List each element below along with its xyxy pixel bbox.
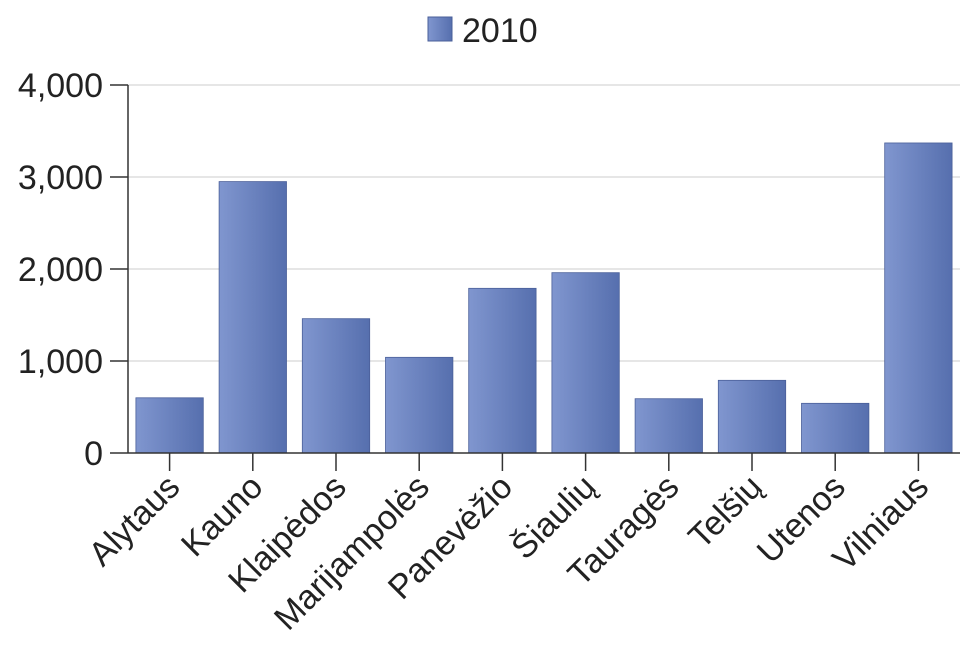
y-tick-label: 0 xyxy=(84,435,103,473)
y-tick-label: 2,000 xyxy=(18,251,103,289)
x-tick-label: Alytaus xyxy=(82,468,188,574)
bar-telšių xyxy=(717,379,787,454)
bar-klaipėdos xyxy=(301,318,371,454)
bar-panevėžio xyxy=(468,287,537,454)
bars xyxy=(135,142,953,454)
legend-label: 2010 xyxy=(462,12,538,50)
bar-marijampolės xyxy=(385,356,454,454)
legend: 2010 xyxy=(427,12,538,50)
bar-alytaus xyxy=(135,397,204,454)
bar-kauno xyxy=(218,181,287,454)
y-tick-label: 3,000 xyxy=(18,159,103,197)
bar-šiaulių xyxy=(551,272,620,454)
y-tick-label: 4,000 xyxy=(18,67,103,105)
legend-swatch xyxy=(427,16,453,42)
bar-tauragės xyxy=(634,398,703,454)
bar-utenos xyxy=(801,402,870,454)
y-tick-label: 1,000 xyxy=(18,343,103,381)
bar-vilniaus xyxy=(884,142,953,454)
